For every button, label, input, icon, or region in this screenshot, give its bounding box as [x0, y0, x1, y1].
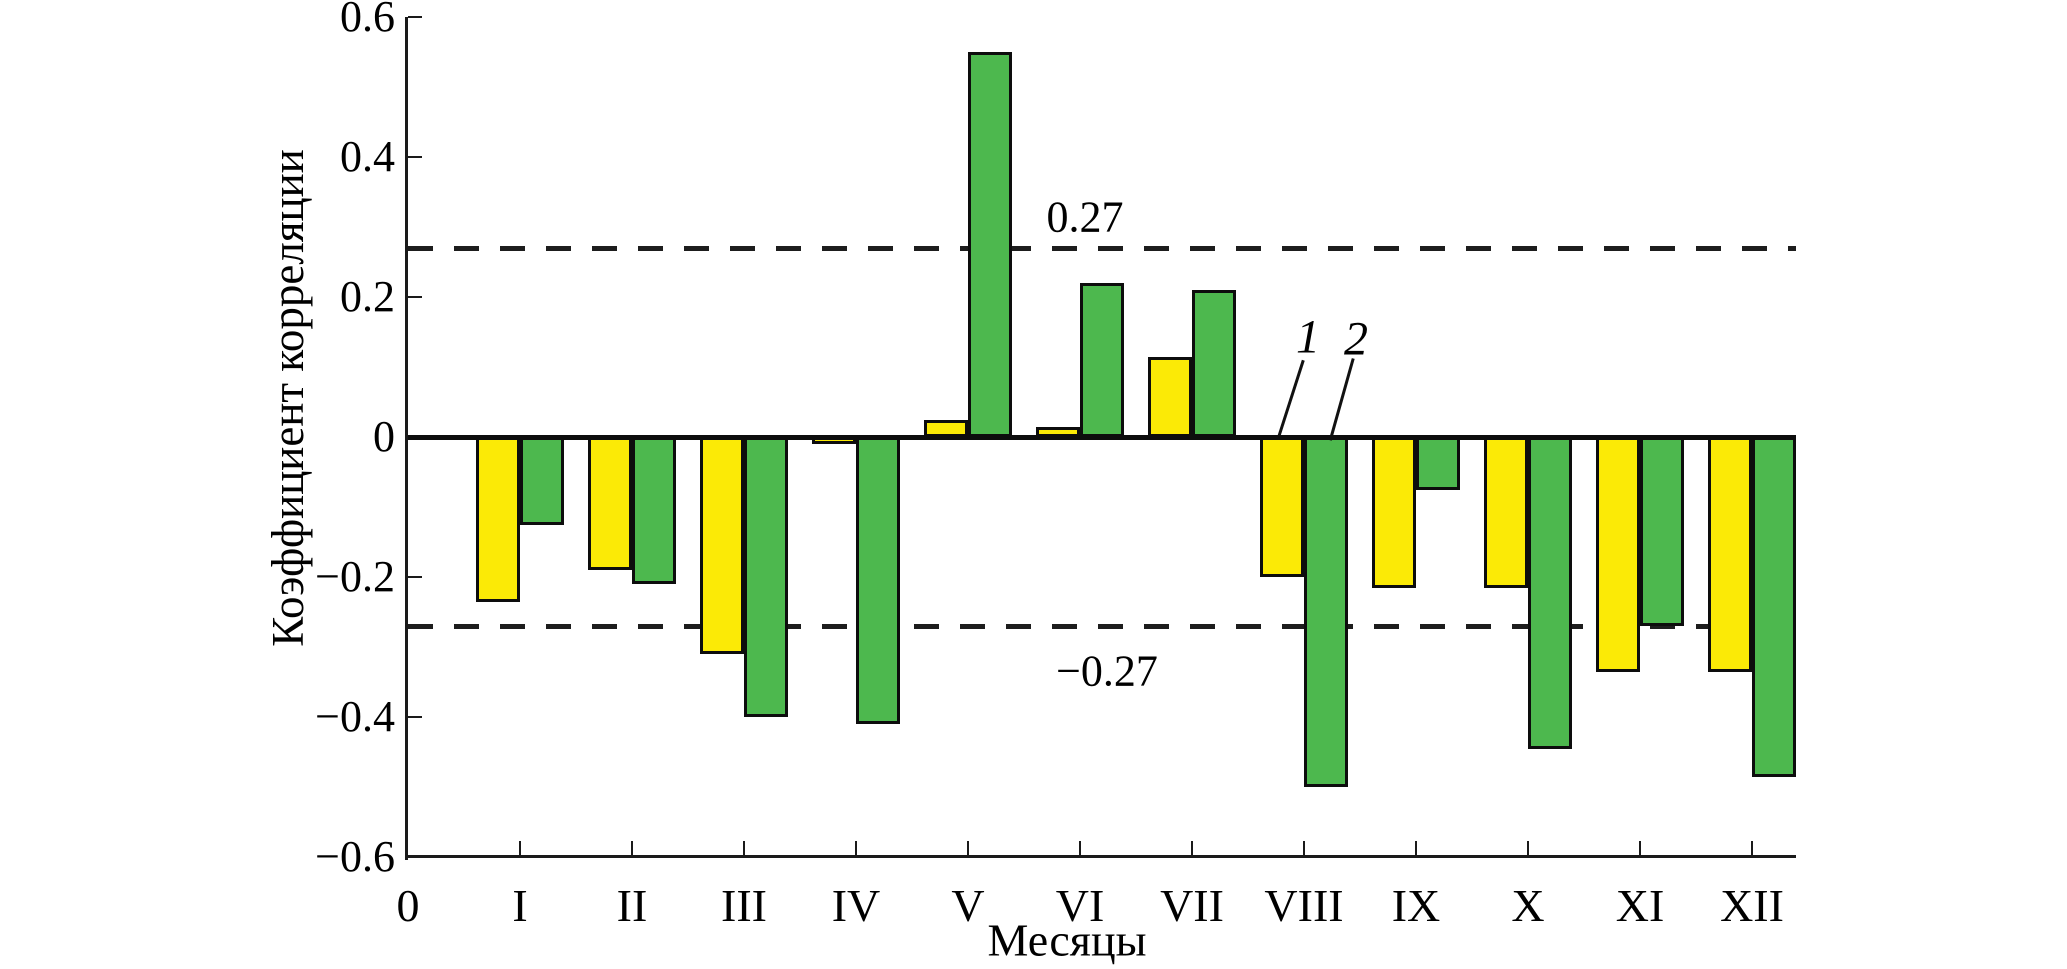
bar-XII-series-2 [1752, 437, 1796, 777]
x-tick-label-VII: VII [1160, 880, 1224, 931]
x-tick-XI [1639, 841, 1641, 855]
bar-VII-series-1 [1148, 356, 1192, 437]
bar-I-series-2 [520, 437, 564, 525]
bar-III-series-2 [744, 437, 788, 717]
bar-V-series-2 [968, 52, 1012, 437]
x-tick-label-XI: XI [1615, 880, 1665, 931]
x-tick-IV [855, 841, 857, 855]
y-tick-label-−0.6: −0.6 [315, 832, 395, 881]
y-tick-−0.4 [408, 716, 422, 718]
bar-IV-series-2 [856, 437, 900, 724]
x-axis-title: Месяцы [987, 914, 1147, 966]
x-tick-label-I: I [512, 880, 528, 931]
x-tick-VII [1191, 841, 1193, 855]
bar-II-series-1 [588, 437, 632, 570]
bar-II-series-2 [632, 437, 676, 584]
x-tick-label-V: V [951, 880, 985, 931]
x-tick-label-X: X [1511, 880, 1545, 931]
y-tick-label-−0.2: −0.2 [315, 552, 395, 601]
y-tick-label-0: 0 [373, 412, 395, 461]
bar-VIII-series-1 [1260, 437, 1304, 577]
x-tick-IX [1415, 841, 1417, 855]
bar-VIII-series-2 [1304, 437, 1348, 787]
bar-X-series-2 [1528, 437, 1572, 749]
x-tick-VIII [1303, 841, 1305, 855]
x-origin-label: 0 [396, 880, 420, 931]
x-tick-label-VIII: VIII [1264, 880, 1344, 931]
x-tick-label-II: II [616, 880, 648, 931]
bar-IX-series-2 [1416, 437, 1460, 490]
y-tick-−0.6 [408, 856, 422, 858]
x-tick-label-IV: IV [831, 880, 881, 931]
bar-XII-series-1 [1708, 437, 1752, 672]
bar-X-series-1 [1484, 437, 1528, 588]
bar-VI-series-2 [1080, 283, 1124, 437]
bar-XI-series-2 [1640, 437, 1684, 626]
series-1-leader-line [1276, 359, 1305, 439]
threshold-line-−0.27 [408, 623, 1796, 629]
x-tick-I [519, 841, 521, 855]
x-tick-X [1527, 841, 1529, 855]
y-tick-0.6 [408, 16, 422, 18]
y-tick-label-0.6: 0.6 [340, 0, 395, 41]
x-tick-label-III: III [721, 880, 767, 931]
x-tick-VI [1079, 841, 1081, 855]
x-tick-II [631, 841, 633, 855]
series-2-leader-line [1328, 358, 1355, 441]
bar-VII-series-2 [1192, 290, 1236, 437]
zero-line [408, 434, 1796, 440]
bar-I-series-1 [476, 437, 520, 602]
y-tick-label-0.2: 0.2 [340, 272, 395, 321]
y-tick-−0.2 [408, 576, 422, 578]
y-tick-0.2 [408, 296, 422, 298]
y-tick-label-0.4: 0.4 [340, 132, 395, 181]
x-tick-label-IX: IX [1391, 880, 1441, 931]
series-2-annotation: 2 [1344, 312, 1368, 366]
bar-XI-series-1 [1596, 437, 1640, 672]
lower-threshold-label: −0.27 [1056, 646, 1158, 696]
bar-IX-series-1 [1372, 437, 1416, 588]
x-tick-XII [1751, 841, 1753, 855]
x-axis-line [405, 855, 1796, 858]
x-tick-III [743, 841, 745, 855]
upper-threshold-label: 0.27 [1046, 192, 1124, 242]
x-tick-label-VI: VI [1055, 880, 1105, 931]
series-1-annotation: 1 [1296, 310, 1320, 364]
x-tick-label-XII: XII [1720, 880, 1784, 931]
x-tick-V [967, 841, 969, 855]
y-tick-0.4 [408, 156, 422, 158]
y-axis-line [405, 17, 408, 860]
threshold-line-0.27 [408, 245, 1796, 251]
y-tick-label-−0.4: −0.4 [315, 692, 395, 741]
y-axis-title: Коэффициент корреляции [263, 149, 313, 647]
bar-III-series-1 [700, 437, 744, 654]
